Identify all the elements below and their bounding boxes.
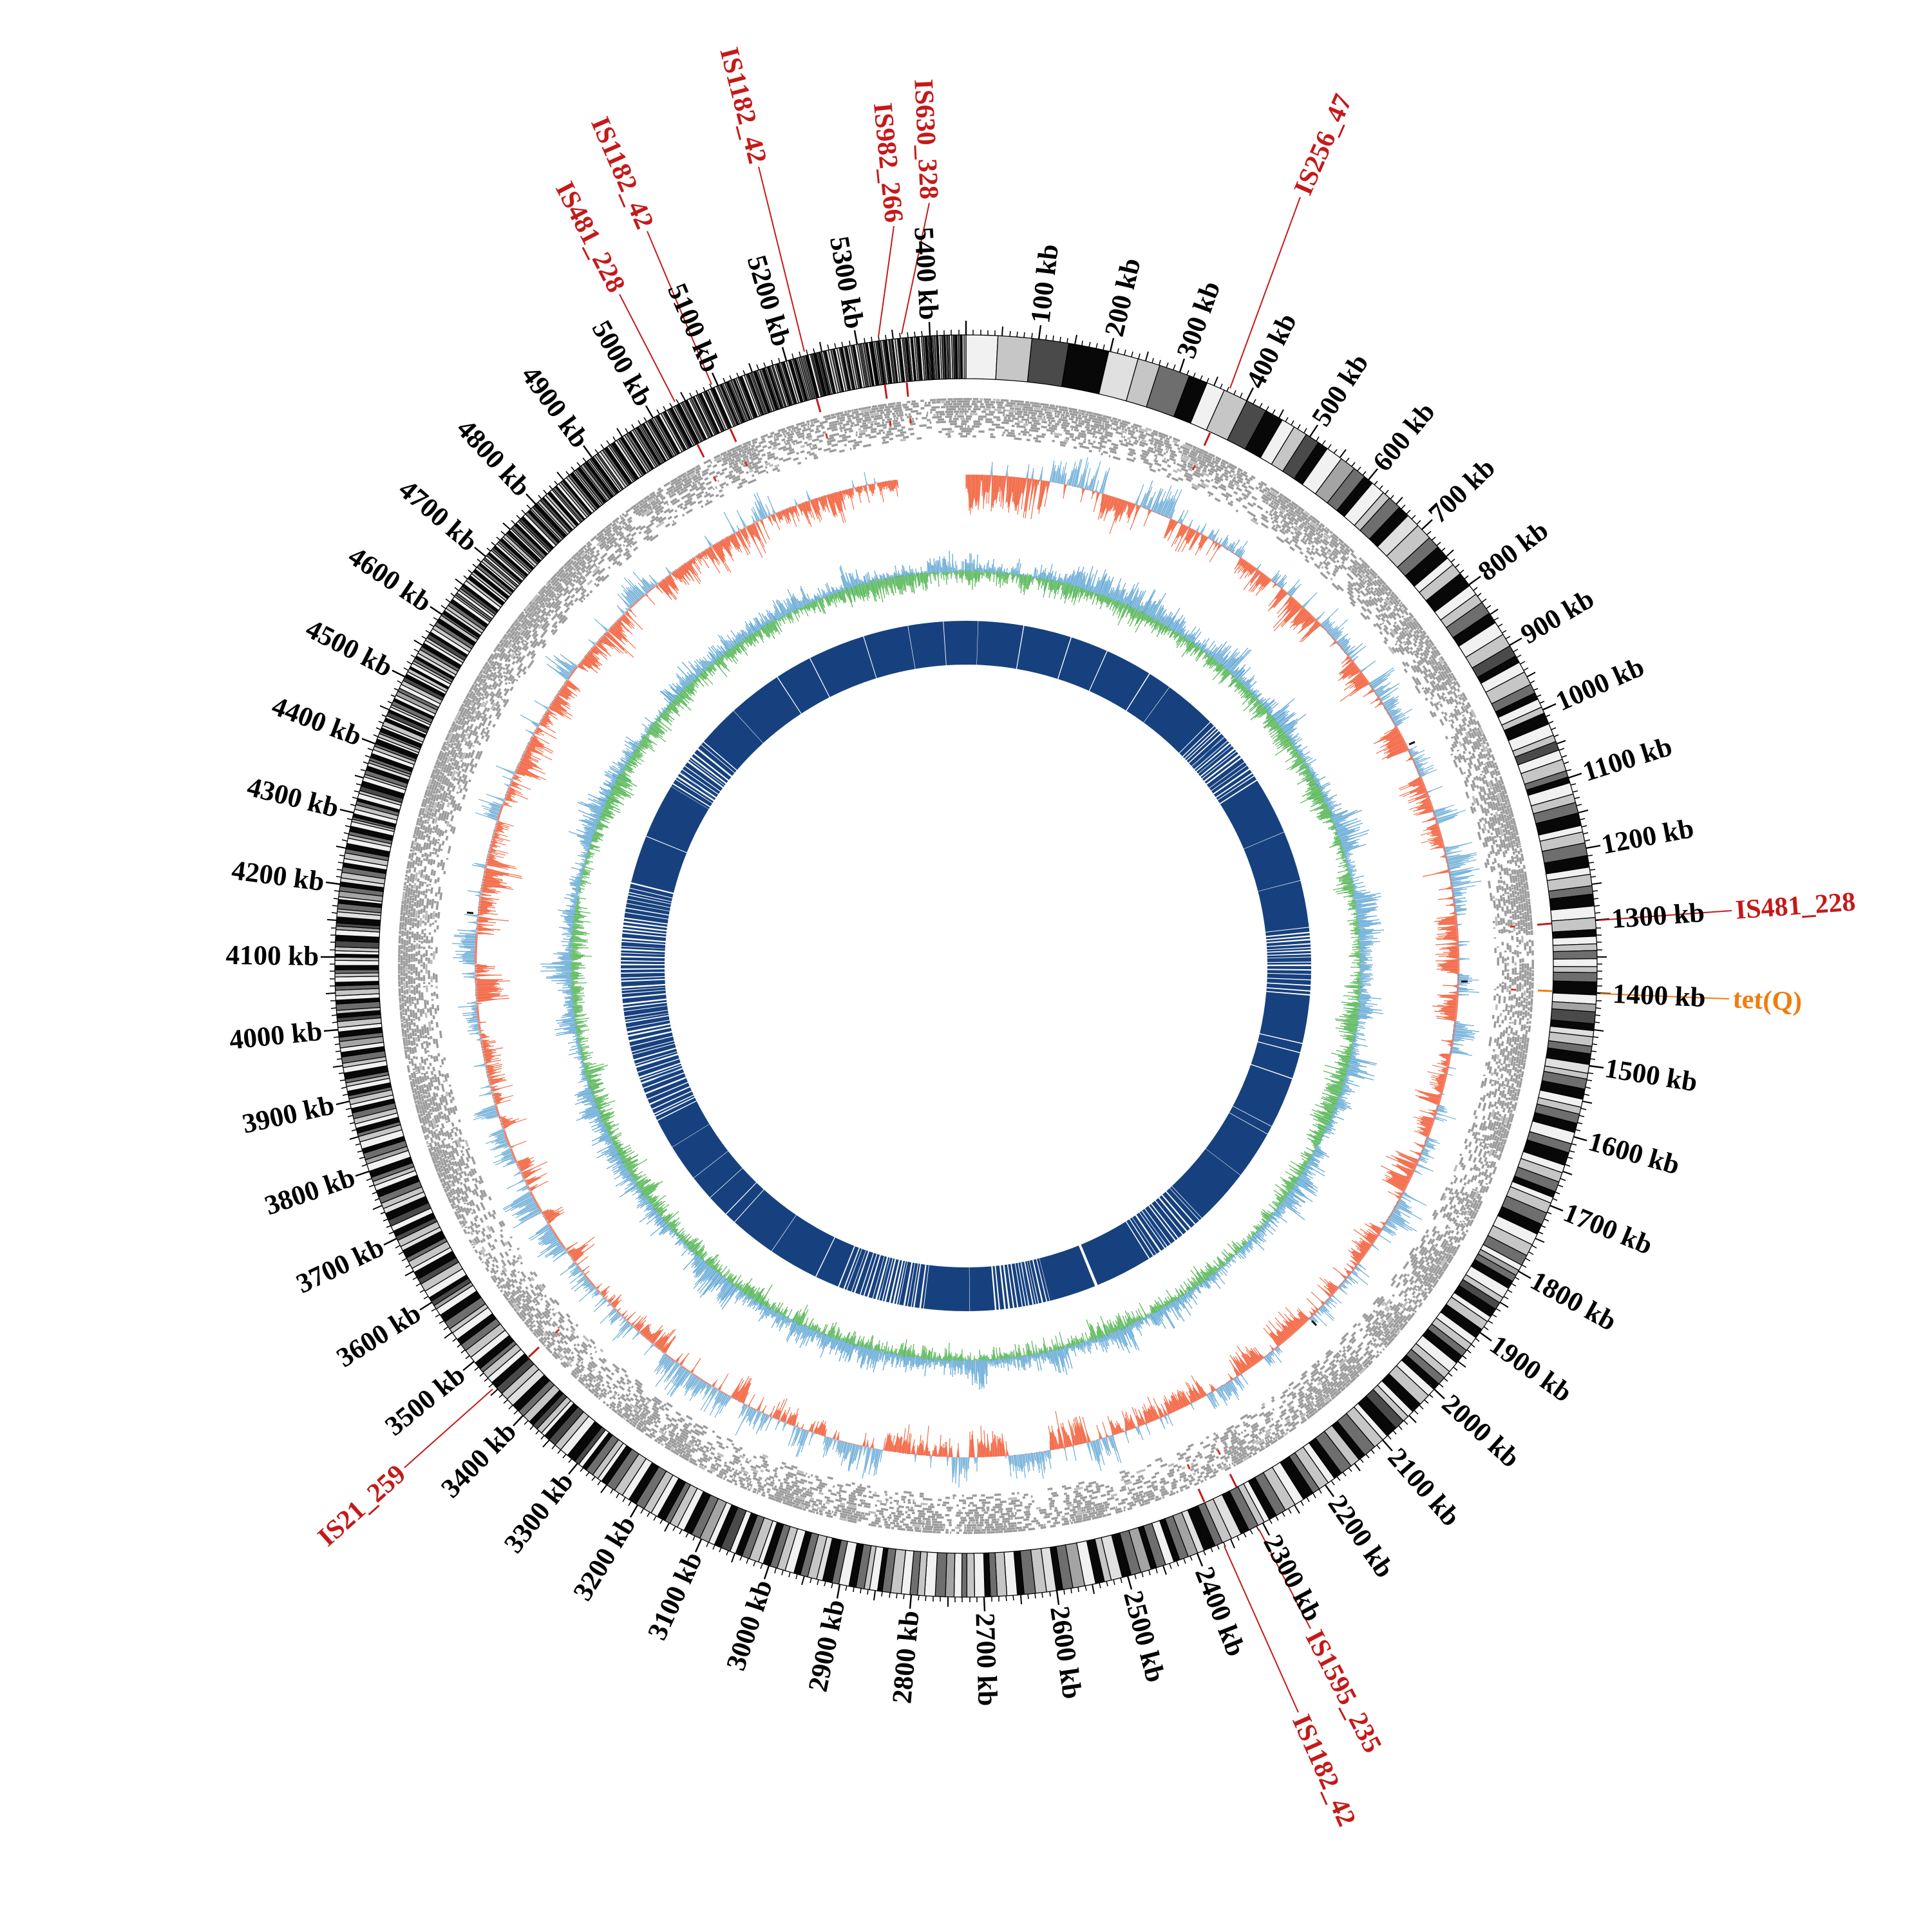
svg-text:4100 kb: 4100 kb (225, 940, 319, 972)
svg-text:2700 kb: 2700 kb (970, 1613, 1003, 1707)
svg-text:1300 kb: 1300 kb (1611, 898, 1706, 934)
svg-text:5400 kb: 5400 kb (908, 226, 943, 321)
svg-text:IS630_328: IS630_328 (908, 79, 943, 200)
svg-text:1400 kb: 1400 kb (1612, 979, 1706, 1013)
svg-text:tet(Q): tet(Q) (1732, 985, 1803, 1018)
